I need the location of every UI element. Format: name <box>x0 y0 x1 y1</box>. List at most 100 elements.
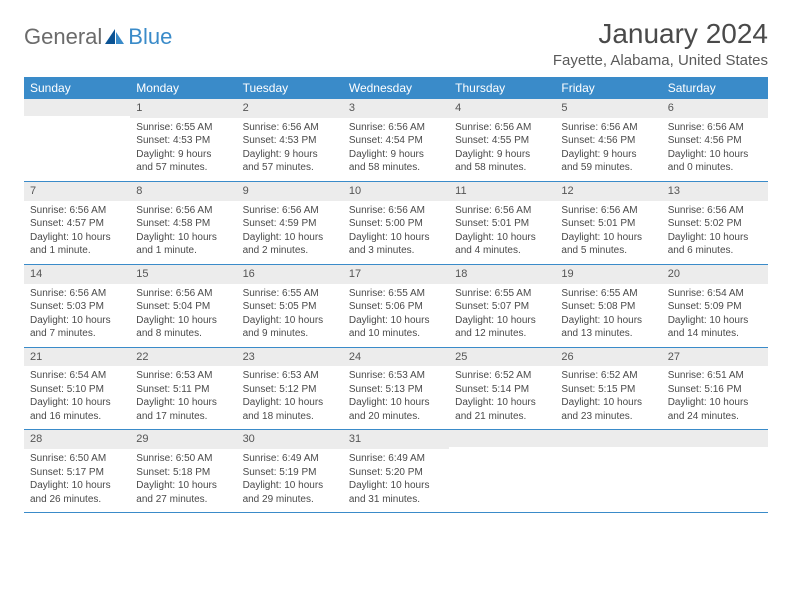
day-number: 10 <box>343 182 449 201</box>
weekday-header: Saturday <box>662 77 768 99</box>
day-number: 12 <box>555 182 661 201</box>
calendar-cell: 26Sunrise: 6:52 AMSunset: 5:15 PMDayligh… <box>555 348 661 431</box>
sunrise-line: Sunrise: 6:53 AM <box>136 369 230 383</box>
calendar-cell: 23Sunrise: 6:53 AMSunset: 5:12 PMDayligh… <box>237 348 343 431</box>
cell-content: Sunrise: 6:55 AMSunset: 5:08 PMDaylight:… <box>555 284 661 347</box>
calendar-cell: 6Sunrise: 6:56 AMSunset: 4:56 PMDaylight… <box>662 99 768 182</box>
day-number <box>555 430 661 447</box>
day-number: 15 <box>130 265 236 284</box>
sunset-line: Sunset: 4:57 PM <box>30 217 124 231</box>
weekday-header: Thursday <box>449 77 555 99</box>
sunrise-line: Sunrise: 6:56 AM <box>561 204 655 218</box>
sunset-line: Sunset: 5:01 PM <box>561 217 655 231</box>
day-number: 13 <box>662 182 768 201</box>
cell-content: Sunrise: 6:49 AMSunset: 5:19 PMDaylight:… <box>237 449 343 512</box>
day-number: 19 <box>555 265 661 284</box>
title-block: January 2024 Fayette, Alabama, United St… <box>553 18 768 69</box>
day-number: 20 <box>662 265 768 284</box>
sunrise-line: Sunrise: 6:56 AM <box>243 121 337 135</box>
sunset-line: Sunset: 4:54 PM <box>349 134 443 148</box>
sunrise-line: Sunrise: 6:55 AM <box>561 287 655 301</box>
calendar-cell: 12Sunrise: 6:56 AMSunset: 5:01 PMDayligh… <box>555 182 661 265</box>
cell-content: Sunrise: 6:55 AMSunset: 5:05 PMDaylight:… <box>237 284 343 347</box>
sunrise-line: Sunrise: 6:49 AM <box>243 452 337 466</box>
sunset-line: Sunset: 5:15 PM <box>561 383 655 397</box>
sunrise-line: Sunrise: 6:52 AM <box>561 369 655 383</box>
calendar-grid: SundayMondayTuesdayWednesdayThursdayFrid… <box>24 77 768 513</box>
sunrise-line: Sunrise: 6:54 AM <box>668 287 762 301</box>
calendar-cell: 20Sunrise: 6:54 AMSunset: 5:09 PMDayligh… <box>662 265 768 348</box>
weekday-header: Tuesday <box>237 77 343 99</box>
daylight-line: Daylight: 9 hours and 58 minutes. <box>349 148 443 175</box>
calendar-cell: 11Sunrise: 6:56 AMSunset: 5:01 PMDayligh… <box>449 182 555 265</box>
sunrise-line: Sunrise: 6:53 AM <box>349 369 443 383</box>
location-text: Fayette, Alabama, United States <box>553 52 768 69</box>
sunset-line: Sunset: 4:59 PM <box>243 217 337 231</box>
cell-content: Sunrise: 6:56 AMSunset: 5:04 PMDaylight:… <box>130 284 236 347</box>
page-header: General Blue January 2024 Fayette, Alaba… <box>24 18 768 69</box>
daylight-line: Daylight: 10 hours and 7 minutes. <box>30 314 124 341</box>
calendar-cell: 14Sunrise: 6:56 AMSunset: 5:03 PMDayligh… <box>24 265 130 348</box>
sunset-line: Sunset: 5:17 PM <box>30 466 124 480</box>
day-number: 22 <box>130 348 236 367</box>
cell-content: Sunrise: 6:55 AMSunset: 4:53 PMDaylight:… <box>130 118 236 181</box>
cell-content: Sunrise: 6:56 AMSunset: 4:56 PMDaylight:… <box>555 118 661 181</box>
sunset-line: Sunset: 4:53 PM <box>136 134 230 148</box>
cell-content: Sunrise: 6:49 AMSunset: 5:20 PMDaylight:… <box>343 449 449 512</box>
sunrise-line: Sunrise: 6:51 AM <box>668 369 762 383</box>
cell-content: Sunrise: 6:56 AMSunset: 4:59 PMDaylight:… <box>237 201 343 264</box>
daylight-line: Daylight: 9 hours and 59 minutes. <box>561 148 655 175</box>
sunset-line: Sunset: 5:08 PM <box>561 300 655 314</box>
sunrise-line: Sunrise: 6:54 AM <box>30 369 124 383</box>
sunrise-line: Sunrise: 6:53 AM <box>243 369 337 383</box>
day-number: 21 <box>24 348 130 367</box>
logo-sail-icon <box>104 28 126 46</box>
sunrise-line: Sunrise: 6:56 AM <box>668 204 762 218</box>
daylight-line: Daylight: 10 hours and 17 minutes. <box>136 396 230 423</box>
cell-content: Sunrise: 6:50 AMSunset: 5:18 PMDaylight:… <box>130 449 236 512</box>
day-number: 30 <box>237 430 343 449</box>
daylight-line: Daylight: 10 hours and 16 minutes. <box>30 396 124 423</box>
sunrise-line: Sunrise: 6:56 AM <box>30 287 124 301</box>
sunset-line: Sunset: 4:56 PM <box>561 134 655 148</box>
calendar-cell: 3Sunrise: 6:56 AMSunset: 4:54 PMDaylight… <box>343 99 449 182</box>
daylight-line: Daylight: 10 hours and 4 minutes. <box>455 231 549 258</box>
calendar-cell: 8Sunrise: 6:56 AMSunset: 4:58 PMDaylight… <box>130 182 236 265</box>
day-number: 29 <box>130 430 236 449</box>
cell-content: Sunrise: 6:56 AMSunset: 4:53 PMDaylight:… <box>237 118 343 181</box>
calendar-cell-empty <box>449 430 555 513</box>
calendar-cell: 13Sunrise: 6:56 AMSunset: 5:02 PMDayligh… <box>662 182 768 265</box>
calendar-cell: 27Sunrise: 6:51 AMSunset: 5:16 PMDayligh… <box>662 348 768 431</box>
logo-text-blue: Blue <box>128 24 172 50</box>
cell-content: Sunrise: 6:56 AMSunset: 5:02 PMDaylight:… <box>662 201 768 264</box>
sunset-line: Sunset: 5:11 PM <box>136 383 230 397</box>
calendar-cell: 21 Sunrise: 6:54 AMSunset: 5:10 PMDayligh… <box>24 348 130 431</box>
daylight-line: Daylight: 10 hours and 29 minutes. <box>243 479 337 506</box>
daylight-line: Daylight: 10 hours and 9 minutes. <box>243 314 337 341</box>
cell-content: Sunrise: 6:56 AMSunset: 4:58 PMDaylight:… <box>130 201 236 264</box>
sunset-line: Sunset: 5:20 PM <box>349 466 443 480</box>
sunrise-line: Sunrise: 6:56 AM <box>349 204 443 218</box>
cell-content: Sunrise: 6:56 AMSunset: 5:03 PMDaylight:… <box>24 284 130 347</box>
daylight-line: Daylight: 10 hours and 3 minutes. <box>349 231 443 258</box>
calendar-cell: 4Sunrise: 6:56 AMSunset: 4:55 PMDaylight… <box>449 99 555 182</box>
cell-content: Sunrise: 6:55 AMSunset: 5:07 PMDaylight:… <box>449 284 555 347</box>
day-number: 31 <box>343 430 449 449</box>
calendar-cell-empty <box>24 99 130 182</box>
daylight-line: Daylight: 10 hours and 2 minutes. <box>243 231 337 258</box>
day-number: 9 <box>237 182 343 201</box>
daylight-line: Daylight: 10 hours and 10 minutes. <box>349 314 443 341</box>
sunset-line: Sunset: 4:58 PM <box>136 217 230 231</box>
daylight-line: Daylight: 10 hours and 1 minute. <box>136 231 230 258</box>
day-number <box>449 430 555 447</box>
sunset-line: Sunset: 5:16 PM <box>668 383 762 397</box>
cell-content: Sunrise: 6:53 AMSunset: 5:11 PMDaylight:… <box>130 366 236 429</box>
sunset-line: Sunset: 5:10 PM <box>30 383 124 397</box>
sunrise-line: Sunrise: 6:56 AM <box>136 204 230 218</box>
daylight-line: Daylight: 10 hours and 26 minutes. <box>30 479 124 506</box>
sunset-line: Sunset: 5:07 PM <box>455 300 549 314</box>
sunrise-line: Sunrise: 6:56 AM <box>30 204 124 218</box>
sunset-line: Sunset: 5:04 PM <box>136 300 230 314</box>
sunset-line: Sunset: 5:06 PM <box>349 300 443 314</box>
calendar-cell: 28Sunrise: 6:50 AMSunset: 5:17 PMDayligh… <box>24 430 130 513</box>
